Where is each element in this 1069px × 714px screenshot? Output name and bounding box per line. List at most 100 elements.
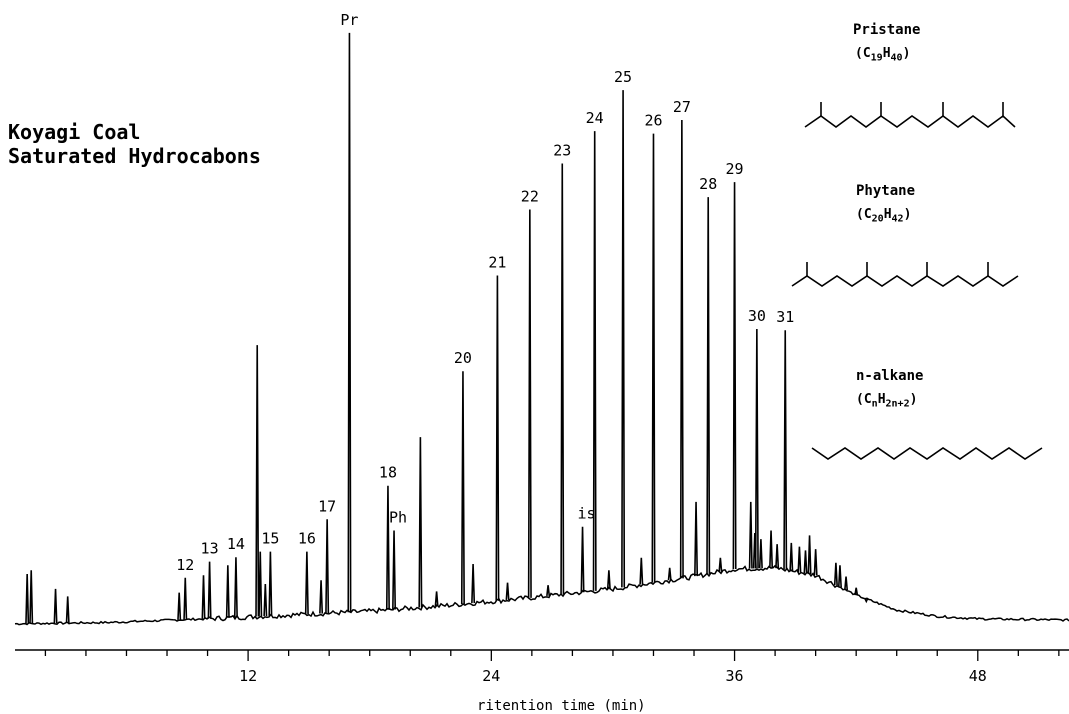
peak-26 [651, 133, 656, 583]
minor-peak [505, 582, 510, 600]
minor-peak [837, 565, 842, 588]
minor-peak [258, 551, 263, 617]
n-alkane-name: n-alkane [856, 368, 924, 384]
minor-peak [775, 544, 780, 569]
minor-peak [807, 535, 812, 575]
peak-label-24: 24 [586, 109, 604, 127]
peak-30 [754, 328, 759, 569]
n-alkane-formula: (CnH2n+2) [856, 392, 918, 410]
n-alkane-structure [811, 447, 1043, 460]
minor-peak [639, 557, 644, 585]
chart-title-line-1: Koyagi Coal [8, 120, 141, 144]
minor-peak [471, 564, 476, 604]
peak-label-29: 29 [726, 160, 744, 178]
peak-12 [183, 577, 188, 620]
peak-21 [495, 275, 500, 601]
peak-23 [560, 163, 565, 595]
structure-diagrams [791, 102, 1043, 460]
peak-22 [527, 209, 532, 598]
x-tick-label: 24 [482, 667, 500, 685]
x-axis: 12 24 36 48 ritention time (min) [15, 649, 1069, 714]
minor-peak [797, 546, 802, 573]
minor-peak [694, 501, 699, 577]
peak-28 [706, 197, 711, 574]
minor-peak [29, 570, 34, 624]
peak-label-14: 14 [227, 535, 245, 553]
chromatogram-trace [14, 32, 1069, 626]
peak-label-28: 28 [699, 175, 717, 193]
peak-is [580, 526, 585, 593]
x-axis-label: ritention time (min) [477, 698, 646, 714]
minor-peak [418, 437, 423, 608]
minor-peak [813, 549, 818, 576]
peak-label-23: 23 [553, 142, 571, 160]
minor-peak [769, 530, 774, 568]
peak-label-20: 20 [454, 349, 472, 367]
peak-label-15: 15 [261, 530, 279, 548]
minor-peak [864, 598, 869, 604]
peak-label-30: 30 [748, 307, 766, 325]
peak-label-Ph: Ph [389, 508, 407, 526]
minor-peak [263, 583, 268, 617]
chart-title-line-2: Saturated Hydrocabons [8, 144, 261, 168]
phytane-structure [791, 275, 1019, 287]
minor-peak [803, 550, 808, 574]
peak-label-is: is [578, 505, 596, 523]
peak-31 [783, 330, 788, 570]
minor-peak [718, 557, 723, 572]
x-tick-label: 36 [726, 667, 744, 685]
minor-peak [225, 565, 230, 618]
minor-peak [434, 591, 439, 607]
phytane-formula: (C20H42) [856, 207, 912, 225]
peak-17 [325, 519, 330, 614]
minor-peak [789, 542, 794, 571]
peak-Pr [347, 32, 352, 613]
x-tick-label: 48 [969, 667, 987, 685]
peak-label-13: 13 [201, 540, 219, 558]
peak-20 [460, 371, 465, 605]
peak-label-22: 22 [521, 188, 539, 206]
peak-label-27: 27 [673, 98, 691, 116]
peak-label-21: 21 [488, 253, 506, 271]
peak-29 [732, 182, 737, 570]
peak-27 [679, 119, 684, 579]
peak-label-12: 12 [176, 556, 194, 574]
minor-peak [844, 576, 849, 591]
minor-peak [65, 596, 70, 624]
minor-peak [667, 567, 672, 581]
minor-peak [606, 570, 611, 590]
minor-peak [748, 501, 753, 569]
pristane-formula: (C19H40) [855, 46, 911, 64]
peak-25 [621, 90, 626, 588]
pristane-name: Pristane [853, 22, 921, 38]
minor-peak [758, 539, 763, 569]
minor-peak [833, 562, 838, 586]
minor-peak [854, 587, 859, 596]
peak-14 [233, 557, 238, 618]
peak-Ph [392, 530, 397, 610]
peak-18 [385, 485, 390, 610]
x-tick-label: 12 [239, 667, 257, 685]
minor-peak [319, 580, 324, 614]
peak-label-26: 26 [644, 112, 662, 130]
peak-label-16: 16 [298, 530, 316, 548]
pristane-structure [804, 114, 1016, 128]
peak-label-Pr: Pr [340, 11, 358, 29]
peak-label-17: 17 [318, 497, 336, 515]
peak-24 [592, 131, 597, 591]
peak-16 [304, 551, 309, 615]
minor-peak [201, 575, 206, 619]
minor-peak [25, 574, 30, 624]
phytane-name: Phytane [856, 183, 916, 199]
minor-peak [546, 585, 551, 597]
baseline-trace [14, 564, 1069, 626]
peak-label-18: 18 [379, 464, 397, 482]
minor-peak [177, 592, 182, 620]
minor-peak [255, 345, 260, 617]
peak-15 [268, 551, 273, 616]
peak-label-31: 31 [776, 308, 794, 326]
peak-13 [207, 561, 212, 619]
minor-peak [53, 588, 58, 624]
